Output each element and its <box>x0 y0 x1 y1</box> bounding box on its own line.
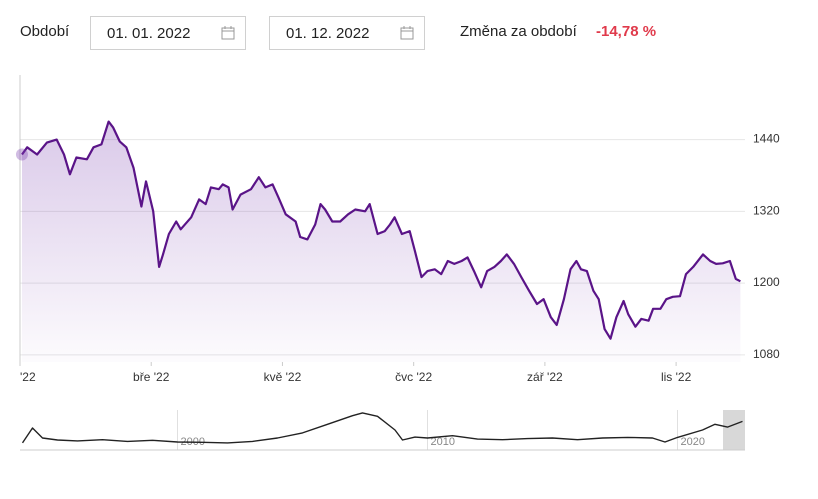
change-label: Změna za období <box>460 23 577 40</box>
navigator-line <box>21 412 743 444</box>
y-tick-label: 1320 <box>753 203 780 217</box>
x-tick-label: čvc '22 <box>395 370 432 384</box>
date-from-text: 01. 01. 2022 <box>107 25 191 42</box>
calendar-icon <box>400 26 414 40</box>
price-line <box>21 120 741 340</box>
x-tick-label: bře '22 <box>133 370 170 384</box>
x-tick-label: 2010 <box>431 436 455 448</box>
y-tick-label: 1440 <box>753 132 780 146</box>
change-value: -14,78 % <box>596 23 657 40</box>
area <box>21 121 741 362</box>
y-tick-label: 1200 <box>753 275 780 289</box>
x-tick-label: zář '22 <box>527 370 563 384</box>
period-label: Období <box>20 23 70 40</box>
x-tick-label: 2000 <box>181 436 205 448</box>
date-from[interactable]: 01. 01. 2022 <box>90 16 246 50</box>
date-to-text: 01. 12. 2022 <box>286 25 370 42</box>
x-tick-label: 2020 <box>681 436 705 448</box>
calendar-icon <box>221 26 235 40</box>
x-tick-label: '22 <box>20 370 36 384</box>
x-tick-label: lis '22 <box>661 370 692 384</box>
first-point-marker <box>15 148 28 161</box>
date-to[interactable]: 01. 12. 2022 <box>269 16 425 50</box>
x-tick-label: kvě '22 <box>264 370 302 384</box>
y-tick-label: 1080 <box>753 347 780 361</box>
navigator-selection <box>723 410 745 450</box>
